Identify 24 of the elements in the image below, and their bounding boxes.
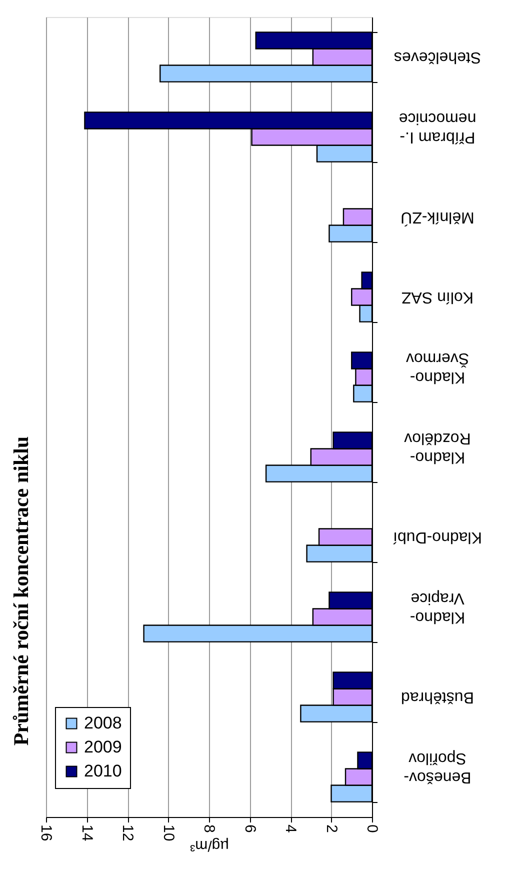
x-tick-label: 10 (160, 824, 177, 842)
x-tick-label: 14 (78, 824, 96, 842)
x-tick-label: 0 (364, 824, 380, 833)
y-tick-label: Kolín SAZ (401, 288, 474, 306)
y-tick-label: Kladno- Vrapice (410, 590, 466, 626)
x-tick-label: 16 (38, 824, 54, 842)
y-tick-label: Kladno-Dubí (392, 528, 482, 546)
y-tick-label: Kladno- Rozdělov (404, 430, 471, 466)
x-tick-label: 4 (282, 824, 299, 833)
x-tick-label: 8 (200, 824, 218, 833)
y-tick-label: Buštěhrad (401, 688, 474, 706)
y-tick-label: Benešov- Spořilov (404, 750, 472, 786)
text: Průměrné roční koncentrace niklu (9, 436, 33, 746)
y-tick-label: Kladno- Švermov (406, 350, 470, 386)
x-tick-label: 6 (241, 824, 258, 833)
x-tick-label: 2 (322, 824, 340, 833)
x-tick-label: 12 (119, 824, 136, 842)
legend-label: 2009 (84, 738, 122, 756)
x-axis-title: µg/m³ (190, 837, 229, 854)
y-tick-label: Příbram I.- nemocnice (398, 110, 476, 146)
y-tick-label: Mělník-ZÚ (400, 208, 474, 226)
y-tick-label: Stehelčeves (394, 48, 482, 66)
legend-label: 2008 (84, 714, 122, 732)
legend-label: 2010 (84, 762, 122, 780)
